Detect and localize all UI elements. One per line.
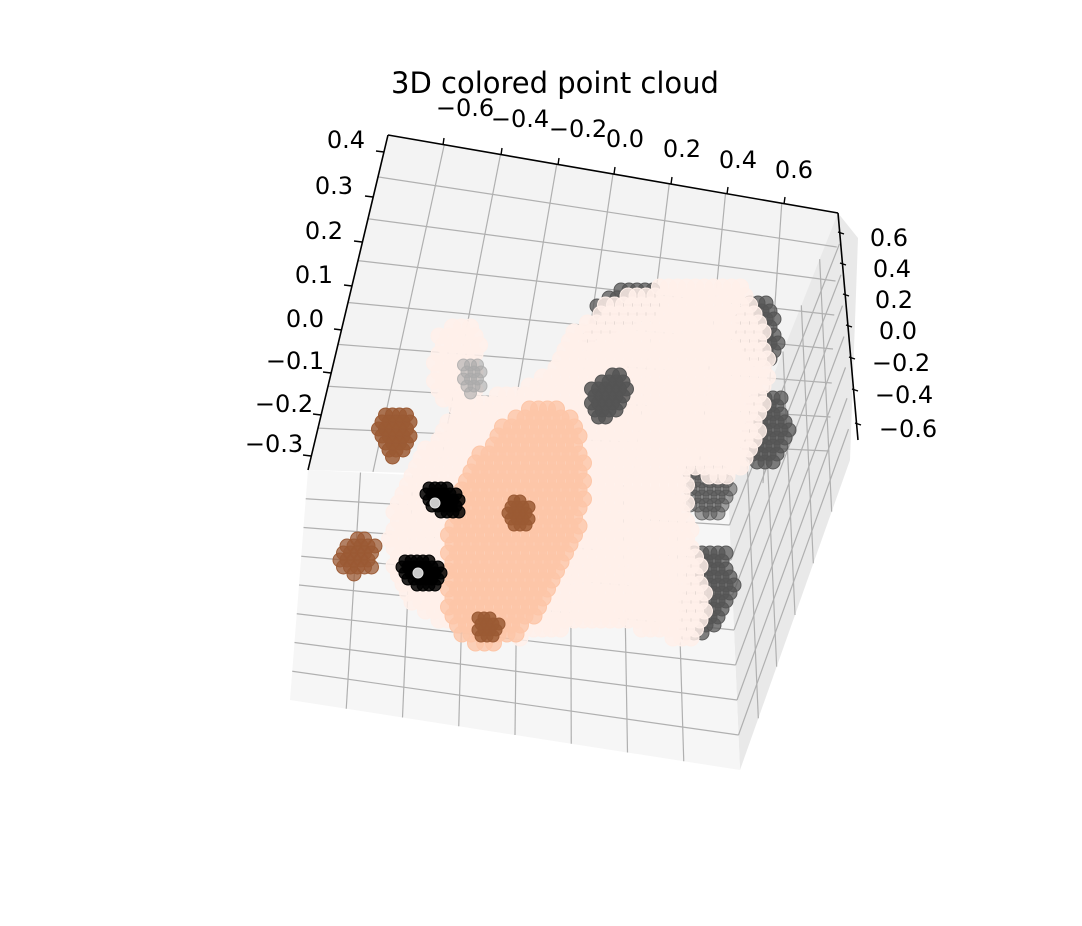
y-tick xyxy=(851,388,859,392)
x-tick xyxy=(557,157,560,166)
x-tick-label: −0.2 xyxy=(549,115,607,143)
z-tick-labels: 0.4 0.3 0.2 0.1 0.0 −0.1 −0.2 −0.3 xyxy=(245,126,365,458)
x-tick xyxy=(613,166,616,175)
y-tick xyxy=(837,231,845,235)
grid-line xyxy=(294,641,738,701)
y-tick-label: 0.0 xyxy=(879,317,917,345)
point xyxy=(732,458,749,476)
point xyxy=(346,566,362,582)
z-tick xyxy=(312,413,322,416)
y-tick-label: 0.6 xyxy=(870,224,908,252)
point xyxy=(486,629,500,643)
chart-title: 3D colored point cloud xyxy=(391,66,719,100)
point xyxy=(718,467,736,485)
y-axis-line xyxy=(837,212,859,441)
y-tick-label: 0.4 xyxy=(873,255,911,283)
y-tick-label: −0.4 xyxy=(875,381,933,409)
x-tick xyxy=(670,176,673,185)
x-tick xyxy=(500,147,503,156)
z-tick xyxy=(302,454,312,457)
tick-marks xyxy=(302,137,862,457)
point xyxy=(474,379,488,393)
z-tick-label: −0.3 xyxy=(245,430,303,458)
point xyxy=(452,505,466,519)
x-tick-label: 0.6 xyxy=(775,156,813,184)
point xyxy=(682,629,700,647)
point xyxy=(706,617,722,633)
z-axis-line xyxy=(307,134,389,471)
right-pane xyxy=(728,213,858,770)
z-tick-label: −0.1 xyxy=(266,347,324,375)
y-tick xyxy=(854,422,862,426)
point xyxy=(525,607,543,625)
y-tick xyxy=(839,262,847,266)
x-tick xyxy=(726,186,729,195)
z-tick xyxy=(364,195,374,198)
z-tick xyxy=(353,240,363,243)
point xyxy=(598,409,613,425)
point xyxy=(710,505,726,521)
point xyxy=(507,625,525,643)
x-tick xyxy=(442,137,445,146)
axis-lines xyxy=(307,134,859,471)
y-tick xyxy=(845,324,853,328)
grid-line xyxy=(377,176,837,248)
grid-line xyxy=(819,259,833,512)
point xyxy=(412,567,424,579)
grid-line xyxy=(745,443,759,719)
z-tick-label: 0.0 xyxy=(286,305,324,333)
grid-line xyxy=(800,305,814,564)
y-tick-labels: 0.6 0.4 0.2 0.0 −0.2 −0.4 −0.6 xyxy=(870,224,937,443)
z-tick xyxy=(375,150,385,153)
x-tick-labels: −0.6−0.4 −0.20.0 0.2 0.4 0.6 xyxy=(436,94,813,184)
y-tick-label: −0.2 xyxy=(872,349,930,377)
x-tick-label: −0.6 xyxy=(436,94,494,122)
point xyxy=(448,399,466,417)
y-tick-label: 0.2 xyxy=(875,286,913,314)
x-tick-label: 0.4 xyxy=(719,146,757,174)
z-tick xyxy=(322,371,332,374)
z-tick-label: 0.1 xyxy=(295,261,333,289)
y-tick xyxy=(848,356,856,360)
y-tick xyxy=(842,293,850,297)
point xyxy=(608,402,624,418)
grid-line xyxy=(367,218,836,282)
z-tick-label: 0.2 xyxy=(305,217,343,245)
z-tick-label: 0.3 xyxy=(315,172,353,200)
x-tick-label: 0.2 xyxy=(663,135,701,163)
point xyxy=(765,454,781,470)
grid-line xyxy=(292,670,739,736)
point xyxy=(364,559,379,575)
point xyxy=(464,386,477,400)
x-tick-label: −0.4 xyxy=(491,105,549,133)
x-axis-line xyxy=(387,134,839,214)
z-tick-label: −0.2 xyxy=(255,390,313,418)
point-cloud xyxy=(332,278,797,652)
point xyxy=(385,449,400,465)
point xyxy=(395,442,411,458)
z-tick-label: 0.4 xyxy=(327,126,365,154)
point xyxy=(429,497,441,509)
point xyxy=(552,620,569,638)
point xyxy=(428,578,442,592)
x-tick-label: 0.0 xyxy=(606,125,644,153)
point xyxy=(519,518,533,532)
x-tick xyxy=(783,196,786,205)
z-tick xyxy=(333,328,343,331)
z-tick xyxy=(343,284,353,287)
y-tick-label: −0.6 xyxy=(879,415,937,443)
